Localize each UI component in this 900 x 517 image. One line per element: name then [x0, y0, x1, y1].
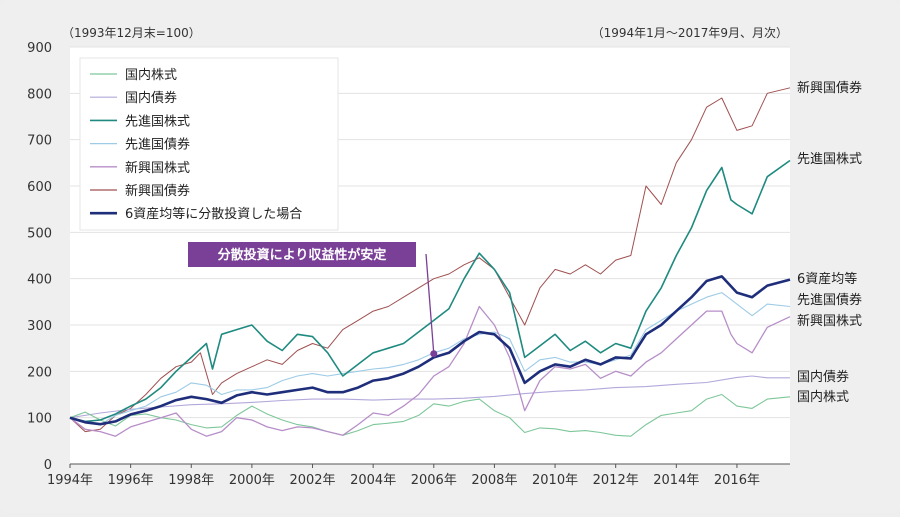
- x-tick-label: 2016年: [714, 473, 760, 488]
- legend-label: 新興国株式: [125, 160, 190, 176]
- legend-label: 先進国債券: [125, 137, 190, 153]
- annotation-text: 分散投資により収益性が安定: [218, 247, 387, 263]
- series-line: [69, 159, 791, 423]
- series-line: [69, 393, 791, 437]
- y-tick-label: 700: [27, 134, 52, 149]
- x-tick-label: 1996年: [108, 473, 154, 488]
- legend-label: 新興国債券: [125, 183, 190, 199]
- y-tick-label: 800: [27, 87, 52, 102]
- series-line: [69, 292, 791, 426]
- legend-label: 6資産均等に分散投資した場合: [125, 206, 302, 222]
- x-tick-label: 2014年: [653, 473, 699, 488]
- y-tick-label: 400: [27, 273, 52, 288]
- x-tick-label: 2000年: [229, 473, 275, 488]
- legend-label: 国内株式: [125, 67, 177, 83]
- series-end-label: 新興国株式: [797, 313, 862, 329]
- series-end-label: 先進国株式: [797, 152, 862, 167]
- y-tick-label: 200: [27, 365, 52, 380]
- y-tick-label: 300: [27, 319, 52, 334]
- y-tick-label: 500: [27, 226, 52, 241]
- series-end-label: 国内債券: [797, 369, 849, 385]
- annotation-pointer: [425, 253, 435, 354]
- x-tick-label: 1994年: [47, 473, 93, 488]
- series-line: [69, 87, 791, 433]
- y-tick-label: 600: [27, 180, 52, 195]
- y-tick-label: 100: [27, 412, 52, 427]
- series-end-label: 6資産均等: [797, 271, 857, 287]
- annotation: 分散投資により収益性が安定: [188, 242, 438, 358]
- series-lines: [69, 87, 791, 437]
- series-line: [69, 305, 791, 437]
- series-end-label: 新興国債券: [797, 80, 862, 96]
- series-line: [69, 375, 790, 419]
- x-tick-label: 2008年: [471, 473, 517, 488]
- annotation-box: [188, 242, 416, 267]
- series-end-label: 国内株式: [797, 389, 849, 405]
- y-tick-label: 0: [44, 458, 52, 473]
- annotation-dot: [430, 350, 438, 358]
- series-end-label: 先進国債券: [797, 292, 862, 308]
- x-tick-label: 2012年: [593, 473, 639, 488]
- note-left: （1993年12月末=100）: [62, 26, 201, 40]
- x-tick-label: 2004年: [350, 473, 396, 488]
- y-tick-label: 900: [27, 41, 52, 56]
- x-tick-label: 1998年: [168, 473, 214, 488]
- x-tick-label: 2006年: [411, 473, 457, 488]
- axes: 0 100 200 300 400 500 600 700 800 900 1994年 1996年 19…: [27, 41, 790, 488]
- x-tick-label: 2002年: [289, 473, 335, 488]
- x-tick-label: 2010年: [532, 473, 578, 488]
- legend-label: 国内債券: [125, 90, 177, 106]
- note-right: （1994年1月～2017年9月、月次）: [592, 26, 788, 40]
- series-line: [69, 275, 791, 426]
- legend-label: 先進国株式: [125, 114, 190, 129]
- legend-box: [79, 57, 339, 231]
